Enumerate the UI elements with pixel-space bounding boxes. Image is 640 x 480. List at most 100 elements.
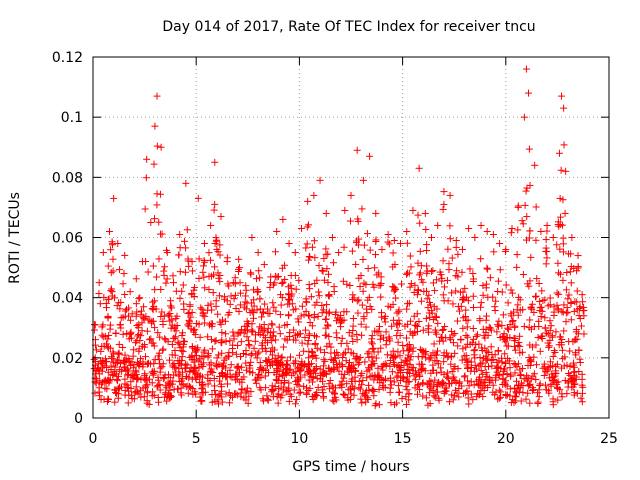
data-point-noise xyxy=(165,312,173,320)
data-point-noise xyxy=(175,372,183,380)
data-point-noise xyxy=(558,390,566,398)
data-point-noise xyxy=(214,310,222,318)
data-point-noise xyxy=(276,330,284,338)
data-point-noise xyxy=(190,293,198,301)
data-point-noise xyxy=(455,393,463,401)
data-point-noise xyxy=(332,308,340,316)
data-point-noise xyxy=(98,378,106,386)
data-point-noise xyxy=(425,322,433,330)
data-point-noise xyxy=(255,267,263,275)
data-point-noise xyxy=(561,353,569,361)
data-point-noise xyxy=(463,387,471,395)
data-point-noise xyxy=(402,357,410,365)
data-point-noise xyxy=(412,367,420,375)
data-point-noise xyxy=(527,253,535,261)
data-point-noise xyxy=(461,312,469,320)
data-point-noise xyxy=(493,321,501,329)
data-point-noise xyxy=(411,321,419,329)
data-point-noise xyxy=(422,287,430,295)
data-point xyxy=(578,291,586,299)
data-point-noise xyxy=(501,360,509,368)
data-point-noise xyxy=(564,308,572,316)
data-point-noise xyxy=(125,335,133,343)
data-point-noise xyxy=(427,385,435,393)
data-point-noise xyxy=(488,362,496,370)
data-point-noise xyxy=(502,391,510,399)
data-point-noise xyxy=(296,367,304,375)
data-point-noise xyxy=(283,357,291,365)
data-point-noise xyxy=(340,243,348,251)
data-point-noise xyxy=(252,275,260,283)
data-point-noise xyxy=(210,271,218,279)
data-point-noise xyxy=(418,360,426,368)
data-point-noise xyxy=(463,340,471,348)
data-point-noise xyxy=(559,196,567,204)
data-point xyxy=(328,234,336,241)
data-point-noise xyxy=(529,372,537,380)
data-point-noise xyxy=(359,287,367,295)
data-point-noise xyxy=(225,389,233,397)
data-point-noise xyxy=(432,314,440,322)
data-point-noise xyxy=(579,389,587,397)
data-point-noise xyxy=(109,267,117,275)
data-point-noise xyxy=(199,309,207,317)
data-point-noise xyxy=(503,342,511,350)
data-point-noise xyxy=(542,244,550,252)
data-point-noise xyxy=(569,377,577,385)
data-point-noise xyxy=(231,390,239,398)
data-point-noise xyxy=(107,246,115,254)
data-point-noise xyxy=(268,320,276,328)
data-point-noise xyxy=(258,366,266,374)
data-point-noise xyxy=(204,333,212,341)
data-point-noise xyxy=(375,401,383,409)
data-point xyxy=(207,221,215,229)
data-point-noise xyxy=(255,370,263,378)
data-point-noise xyxy=(351,373,359,381)
data-point-noise xyxy=(346,364,354,372)
data-point-noise xyxy=(135,295,143,303)
data-point-noise xyxy=(488,351,496,359)
data-point-noise xyxy=(262,347,270,355)
data-point-noise xyxy=(556,270,564,278)
data-point-noise xyxy=(132,275,140,283)
data-point-noise xyxy=(403,342,411,350)
data-point-noise xyxy=(200,359,208,367)
data-point-noise xyxy=(370,392,378,400)
data-point-noise xyxy=(251,331,259,339)
data-point xyxy=(151,122,159,130)
data-point-noise xyxy=(240,394,248,402)
data-point-noise xyxy=(149,306,157,314)
data-point-noise xyxy=(246,364,254,372)
data-point-noise xyxy=(201,312,209,320)
data-point xyxy=(440,200,448,208)
data-point-noise xyxy=(143,389,151,397)
data-point-noise xyxy=(285,311,293,319)
data-point-noise xyxy=(260,308,268,316)
data-point-noise xyxy=(285,296,293,304)
data-point-noise xyxy=(356,283,364,291)
data-point-noise xyxy=(244,399,252,407)
data-point-noise xyxy=(351,355,359,363)
data-point-noise xyxy=(130,346,138,354)
data-point-noise xyxy=(526,227,534,235)
data-point xyxy=(531,161,539,169)
data-point-noise xyxy=(483,347,491,355)
data-point-noise xyxy=(498,288,506,296)
data-point-noise xyxy=(464,363,472,371)
data-point-noise xyxy=(153,201,161,209)
data-point-noise xyxy=(365,293,373,301)
data-point-noise xyxy=(218,328,226,336)
data-point-noise xyxy=(502,377,510,385)
data-point xyxy=(132,300,140,308)
data-point-noise xyxy=(354,309,362,317)
data-point-noise xyxy=(468,339,476,347)
data-point-noise xyxy=(447,327,455,335)
y-tick-label: 0.12 xyxy=(52,50,83,66)
data-point-noise xyxy=(159,317,167,325)
data-point-noise xyxy=(226,372,234,380)
data-point-noise xyxy=(310,237,318,245)
data-point-noise xyxy=(492,376,500,384)
data-point-noise xyxy=(556,245,564,253)
data-point-noise xyxy=(541,296,549,304)
data-point-noise xyxy=(389,347,397,355)
